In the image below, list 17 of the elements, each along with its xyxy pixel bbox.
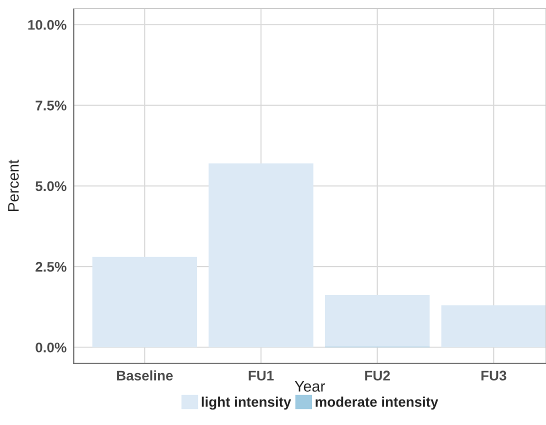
y-tick-label: 7.5%: [36, 100, 66, 110]
y-axis-title: Percent: [8, 160, 19, 212]
y-tick-label: 2.5%: [36, 262, 66, 272]
bar: [441, 305, 546, 348]
legend-label: moderate intensity: [316, 396, 438, 410]
x-tick-label: Baseline: [117, 370, 173, 381]
legend-label: light intensity: [202, 396, 292, 410]
bar: [324, 294, 430, 347]
bar: [92, 256, 198, 348]
x-tick-label: FU2: [365, 370, 390, 381]
x-axis-title: Year: [294, 381, 326, 392]
y-tick-label: 5.0%: [36, 181, 66, 192]
x-tick-label: FU3: [481, 370, 506, 381]
y-tick-label: 0.0%: [36, 342, 66, 352]
bar: [208, 163, 314, 348]
y-tick-label: 10.0%: [28, 20, 66, 30]
x-tick-label: FU1: [248, 370, 274, 381]
